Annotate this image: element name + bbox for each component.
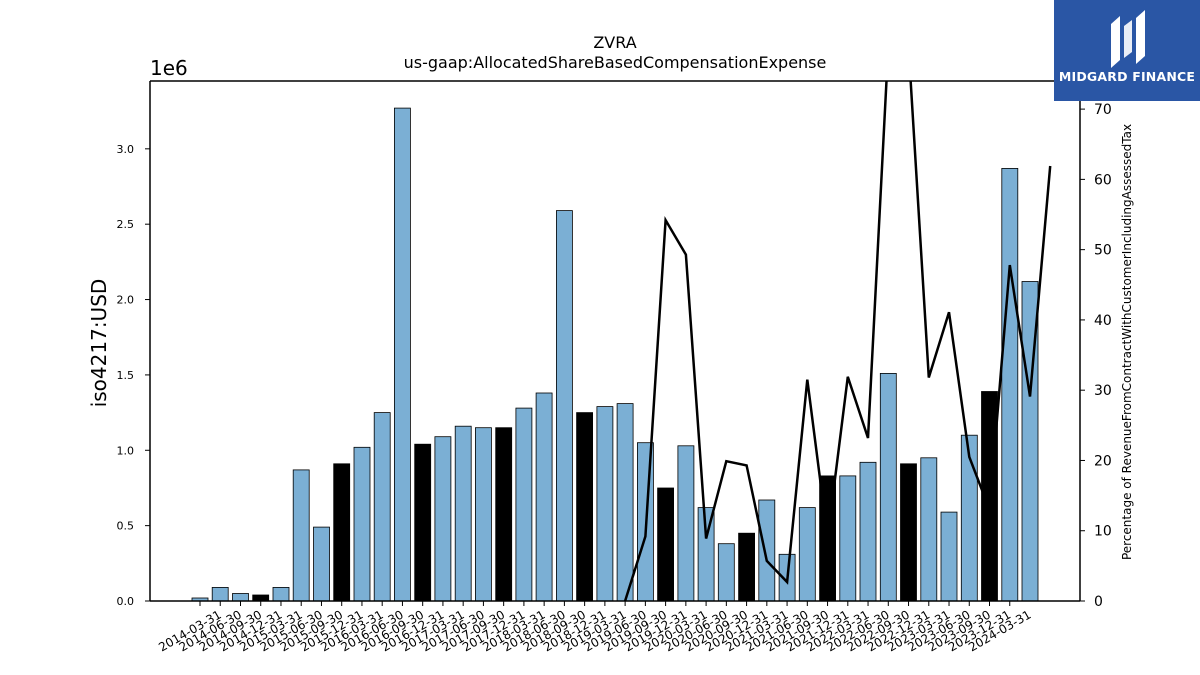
y-tick-label: 1.5 bbox=[117, 369, 135, 382]
bar bbox=[474, 427, 492, 602]
bar bbox=[859, 461, 877, 602]
y2-tick-label: 0 bbox=[1094, 594, 1103, 610]
bar bbox=[252, 594, 270, 602]
bar bbox=[393, 107, 411, 602]
bar bbox=[292, 469, 310, 602]
bar bbox=[940, 511, 958, 602]
y-tick-label: 1.0 bbox=[117, 444, 135, 457]
bar bbox=[717, 543, 735, 602]
bar bbox=[232, 593, 249, 602]
bar bbox=[535, 392, 553, 602]
y2-axis-label: Percentage of RevenueFromContractWithCus… bbox=[1120, 124, 1134, 560]
bar bbox=[333, 463, 351, 602]
y-tick-label: 0.5 bbox=[117, 520, 135, 533]
y-tick-label: 2.0 bbox=[117, 294, 135, 307]
bar bbox=[272, 587, 290, 602]
bar bbox=[798, 507, 816, 602]
chart-title: ZVRA bbox=[593, 33, 637, 52]
bar bbox=[596, 406, 614, 602]
y2-tick-label: 60 bbox=[1094, 172, 1112, 188]
chart-subtitle: us-gaap:AllocatedShareBasedCompensationE… bbox=[403, 53, 827, 72]
y-tick-label: 2.5 bbox=[117, 218, 135, 231]
bar bbox=[414, 443, 432, 602]
bar bbox=[515, 407, 533, 602]
bar bbox=[677, 445, 695, 602]
watermark-text: MIDGARD FINANCE bbox=[1058, 69, 1196, 84]
x-tick-labels: 2014-03-312014-06-302014-09-302014-12-31… bbox=[156, 607, 1033, 654]
midgard-logo-icon bbox=[1111, 10, 1145, 68]
y2-tick-label: 70 bbox=[1094, 102, 1112, 118]
y2-tick-label: 20 bbox=[1094, 453, 1112, 469]
bar bbox=[616, 403, 634, 602]
bar bbox=[454, 425, 472, 602]
y-tick-label: 0.0 bbox=[117, 595, 135, 608]
y2-tick-labels: 0 10 20 30 40 50 60 70 bbox=[1094, 102, 1112, 610]
bar bbox=[900, 463, 917, 602]
bar bbox=[434, 436, 452, 602]
bar bbox=[839, 475, 857, 602]
bar-series bbox=[191, 107, 1039, 602]
bar bbox=[313, 526, 330, 602]
bar bbox=[556, 210, 573, 602]
y-axis-label: iso4217:USD bbox=[87, 279, 111, 408]
y2-tick-label: 10 bbox=[1094, 524, 1112, 540]
watermark-logo: MIDGARD FINANCE bbox=[1054, 0, 1200, 101]
y2-tick-label: 40 bbox=[1094, 313, 1112, 329]
bar bbox=[657, 487, 674, 602]
axes bbox=[145, 80, 1085, 606]
percentage-line bbox=[623, 81, 1052, 601]
bar bbox=[879, 372, 897, 602]
y-tick-labels: 0.0 0.5 1.0 1.5 2.0 2.5 3.0 bbox=[117, 143, 135, 608]
bar bbox=[373, 412, 391, 602]
y2-tick-label: 50 bbox=[1094, 243, 1112, 259]
line-series-layer bbox=[623, 81, 1052, 601]
bar bbox=[576, 412, 593, 602]
bar bbox=[758, 499, 776, 602]
y2-tick-label: 30 bbox=[1094, 383, 1112, 399]
bar bbox=[1001, 167, 1019, 602]
bar bbox=[353, 446, 371, 602]
bar bbox=[211, 587, 229, 602]
bar bbox=[495, 427, 513, 602]
y-tick-label: 3.0 bbox=[117, 143, 135, 156]
bar bbox=[738, 532, 755, 602]
y-scale-label: 1e6 bbox=[150, 56, 188, 80]
bar bbox=[920, 457, 938, 602]
